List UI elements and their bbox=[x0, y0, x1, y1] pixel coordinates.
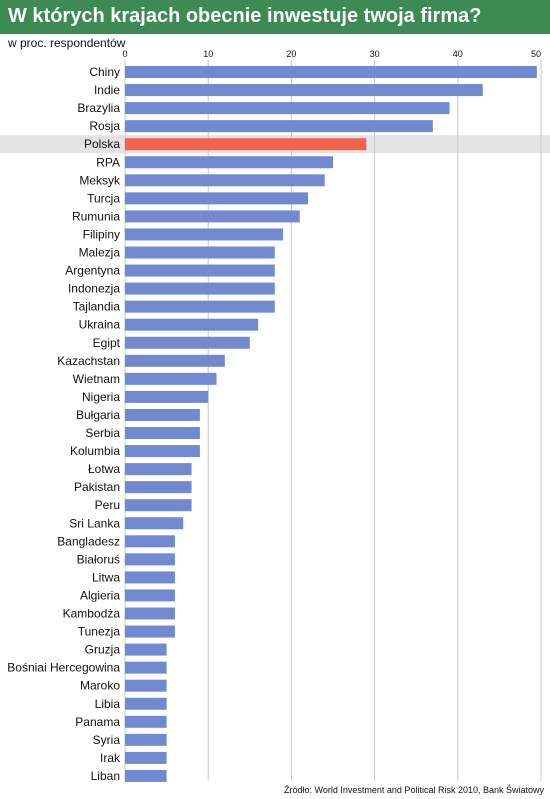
bar bbox=[125, 571, 175, 584]
bar bbox=[125, 697, 167, 710]
category-label: Syria bbox=[93, 733, 121, 747]
category-label: Liban bbox=[91, 769, 120, 783]
bar bbox=[125, 679, 167, 692]
category-label: Pakistan bbox=[74, 480, 120, 494]
title-bar: W których krajach obecnie inwestuje twoj… bbox=[0, 0, 550, 34]
category-label: Indonezja bbox=[68, 282, 120, 296]
bar bbox=[125, 354, 225, 367]
bar bbox=[125, 282, 275, 295]
x-tick-label: 50 bbox=[531, 49, 541, 59]
bar bbox=[125, 589, 175, 602]
category-label: Nigeria bbox=[82, 390, 120, 404]
x-tick-label: 10 bbox=[203, 49, 213, 59]
bar bbox=[125, 228, 284, 241]
bar bbox=[125, 661, 167, 674]
bar bbox=[125, 336, 250, 349]
category-label: Tunezja bbox=[78, 625, 121, 639]
category-label: Brazylia bbox=[77, 101, 120, 115]
unit-label: w proc. respondentów bbox=[8, 36, 126, 50]
bar bbox=[125, 769, 167, 782]
category-label: Rumunia bbox=[72, 209, 120, 223]
category-label: Algieria bbox=[80, 588, 120, 602]
category-label: Litwa bbox=[92, 570, 120, 584]
x-tick-label: 20 bbox=[286, 49, 296, 59]
category-label: Kolumbia bbox=[70, 444, 120, 458]
bar bbox=[125, 264, 275, 277]
x-tick-label: 30 bbox=[370, 49, 380, 59]
category-label: Kazachstan bbox=[57, 354, 120, 368]
category-label: Egipt bbox=[93, 336, 121, 350]
bar bbox=[125, 733, 167, 746]
bar bbox=[125, 102, 450, 115]
category-label: Peru bbox=[95, 498, 120, 512]
category-label: Indie bbox=[94, 83, 120, 97]
category-label: Maroko bbox=[80, 679, 120, 693]
category-label: Sri Lanka bbox=[69, 516, 120, 530]
bar bbox=[125, 535, 175, 548]
bar bbox=[125, 481, 192, 494]
category-label: Polska bbox=[84, 137, 120, 151]
category-label: Malezja bbox=[79, 246, 121, 260]
bar bbox=[125, 715, 167, 728]
category-label: Argentyna bbox=[65, 264, 120, 278]
source-note: Źródło: World Investment and Political R… bbox=[284, 785, 544, 795]
bar bbox=[125, 84, 483, 97]
category-label: Serbia bbox=[85, 426, 120, 440]
bar bbox=[125, 427, 200, 439]
bar bbox=[125, 408, 200, 421]
bar bbox=[125, 156, 333, 169]
bar bbox=[125, 607, 175, 620]
bar bbox=[125, 300, 275, 313]
category-label: Meksyk bbox=[79, 173, 121, 187]
category-label: Bangladesz bbox=[57, 534, 120, 548]
bar bbox=[125, 318, 259, 331]
bar bbox=[125, 192, 309, 205]
x-tick-label: 0 bbox=[122, 49, 127, 59]
bar bbox=[125, 120, 433, 133]
category-label: Wietnam bbox=[73, 372, 120, 386]
category-label: Chiny bbox=[89, 65, 120, 79]
bar bbox=[125, 210, 300, 223]
category-label: Bośniai Hercegowina bbox=[7, 661, 120, 675]
bar bbox=[125, 174, 325, 187]
bar bbox=[125, 517, 184, 530]
category-label: Turcja bbox=[87, 191, 120, 205]
category-label: Kambodża bbox=[63, 607, 121, 621]
category-label: Łotwa bbox=[88, 462, 120, 476]
category-label: Panama bbox=[75, 715, 120, 729]
category-label: Libia bbox=[95, 697, 121, 711]
bar bbox=[125, 390, 209, 403]
bar bbox=[125, 499, 192, 512]
category-label: RPA bbox=[96, 155, 120, 169]
category-label: Ukraina bbox=[79, 318, 121, 332]
category-label: Tajlandia bbox=[73, 300, 121, 314]
bar bbox=[125, 445, 200, 458]
x-tick-label: 40 bbox=[453, 49, 463, 59]
bar bbox=[125, 66, 537, 78]
category-label: Białoruś bbox=[77, 552, 120, 566]
category-label: Filipiny bbox=[83, 227, 120, 241]
category-label: Gruzja bbox=[85, 643, 121, 657]
bar bbox=[125, 463, 192, 476]
bar bbox=[125, 246, 275, 259]
bar bbox=[125, 372, 217, 385]
category-label: Rosja bbox=[89, 119, 120, 133]
category-label: Irak bbox=[100, 751, 121, 765]
chart-title: W których krajach obecnie inwestuje twoj… bbox=[8, 5, 482, 27]
bar bbox=[125, 751, 167, 764]
bar bbox=[125, 625, 175, 638]
bar bbox=[125, 643, 167, 656]
category-label: Bułgaria bbox=[76, 408, 120, 422]
bar-highlight bbox=[125, 138, 367, 151]
bar bbox=[125, 553, 175, 566]
